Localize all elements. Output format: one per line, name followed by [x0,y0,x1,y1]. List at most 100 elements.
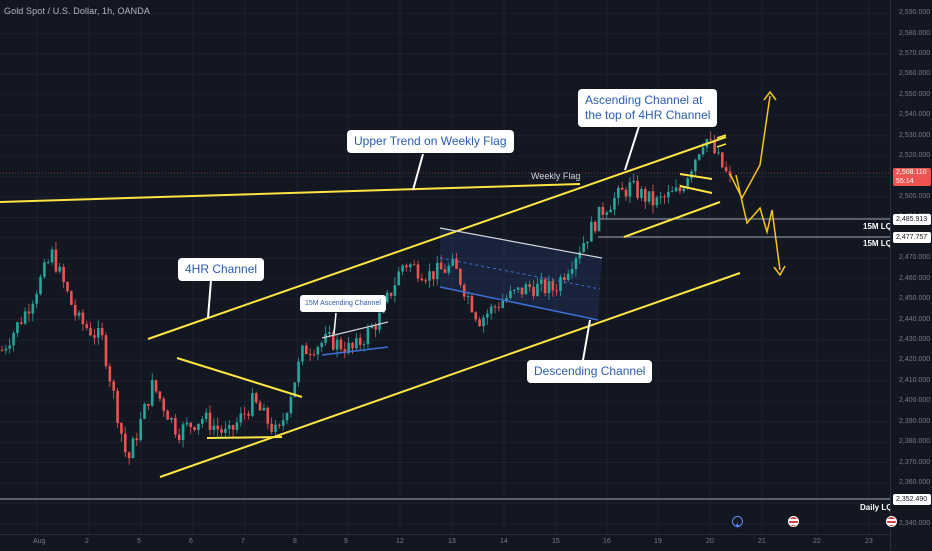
candle-body [8,345,12,349]
candle-body [331,332,335,350]
lqz-price-badge-1: 2,485.913 [893,214,931,225]
callout-connector-ascending [624,122,641,171]
callout-15m-ascending-channel[interactable]: 15M Ascending Channel [300,295,386,312]
price-tick-label: 2,460.000 [899,274,931,282]
wedge-lower-line[interactable] [206,436,283,439]
weekly-flag-trendline[interactable] [0,183,581,203]
price-tick-label: 2,470.000 [899,254,931,262]
candle-body [682,188,686,192]
candle-body [462,284,466,297]
candle-body [262,407,266,411]
candle-body [54,249,58,272]
candle-body [224,428,227,433]
candle-body [582,243,585,253]
candle-body [655,197,659,206]
candle-body [120,422,123,434]
candle-body [385,292,389,302]
economic-event-icon[interactable] [732,516,743,529]
time-tick-label: 8 [293,538,297,545]
candle-body [308,354,312,356]
candle-body [320,342,324,348]
time-tick-label: 12 [396,538,404,545]
candle-body [424,280,428,282]
callout-4hr-channel[interactable]: 4HR Channel [178,258,265,281]
candle-body [609,209,612,213]
candle-body [694,159,697,172]
candle-body [451,258,454,266]
candle-body [285,413,289,421]
4hr-channel-upper-line[interactable] [147,136,727,340]
candle-body [166,410,169,420]
candle-body [43,262,46,277]
candle-body [663,196,666,198]
wedge-upper-line[interactable] [176,357,303,398]
candle-body [104,335,108,367]
micro-flag-line-2[interactable] [716,143,727,148]
us-flag-icon-1[interactable] [788,516,799,527]
candle-body [408,264,412,268]
us-flag-icon-2[interactable] [886,516,897,527]
current-price-value: 2,508.110 [896,169,927,176]
descending-channel-upper-line[interactable] [439,227,603,259]
bullish-projection-path[interactable] [729,95,771,200]
candle-body [46,262,50,264]
lqz-label-2[interactable]: 15M LQZ [863,239,897,248]
flag-lower-line[interactable] [679,185,713,194]
daily-lqz-label[interactable]: Daily LQZ [860,503,898,512]
candle-body [643,189,647,202]
callout-descending-channel[interactable]: Descending Channel [527,360,653,383]
candle-body [289,396,293,414]
callout-upper-trend[interactable]: Upper Trend on Weekly Flag [347,130,514,153]
candle-body [251,393,254,416]
flag-upper-line[interactable] [679,173,713,180]
candle-body [301,345,304,362]
15m-channel-upper-line[interactable] [321,321,389,339]
candle-body [401,265,404,272]
candle-body [651,191,655,206]
price-tick-label: 2,580.000 [899,29,931,37]
candle-body [667,191,670,198]
candle-body [632,180,636,183]
price-tick-label: 2,590.000 [899,9,931,17]
descending-channel-lower-line[interactable] [439,286,599,321]
price-axis[interactable]: 2,590.000 2,580.000 2,570.000 2,560.000 2,55… [890,0,932,550]
candle-body [362,344,366,346]
time-axis[interactable]: Aug 2 5 6 7 8 9 12 13 14 15 16 19 20 21 22 23 [0,534,890,551]
candle-body [528,284,532,287]
15m-channel-lower-line[interactable] [321,346,389,356]
trend-drawings[interactable] [0,90,786,478]
lightning-icon [735,522,740,529]
candle-body [370,325,374,329]
candle-body [628,182,632,197]
candle-body [578,252,582,259]
time-tick-label: 14 [500,538,508,545]
symbol-title[interactable]: Gold Spot / U.S. Dollar, 1h, OANDA [4,6,150,16]
candle-body [720,152,724,168]
candle-body [227,425,231,429]
candle-body [543,279,547,294]
ascending-channel-lower-line[interactable] [623,201,721,238]
lqz-label-1[interactable]: 15M LQZ [863,222,897,231]
candle-body [405,265,408,268]
callout-connector-4hr [207,279,212,319]
candle-body [96,328,100,338]
candle-body [193,427,196,430]
time-tick-label: 21 [758,538,766,545]
candle-body [574,258,578,270]
candle-body [489,306,493,314]
candle-body [73,304,77,316]
candle-body [443,269,447,273]
candle-body [58,266,62,272]
candle-body [416,264,420,279]
weekly-flag-label[interactable]: Weekly Flag [531,171,581,181]
candle-body [505,297,508,301]
bearish-projection-path[interactable] [735,174,781,271]
candle-body [66,282,69,292]
micro-flag-line-1[interactable] [716,134,727,139]
callout-ascending-channel[interactable]: Ascending Channel at the top of 4HR Chan… [578,89,718,127]
4hr-channel-lower-line[interactable] [159,272,741,478]
candle-body [459,268,462,285]
candle-body [659,196,662,198]
candlestick-series [0,131,732,465]
